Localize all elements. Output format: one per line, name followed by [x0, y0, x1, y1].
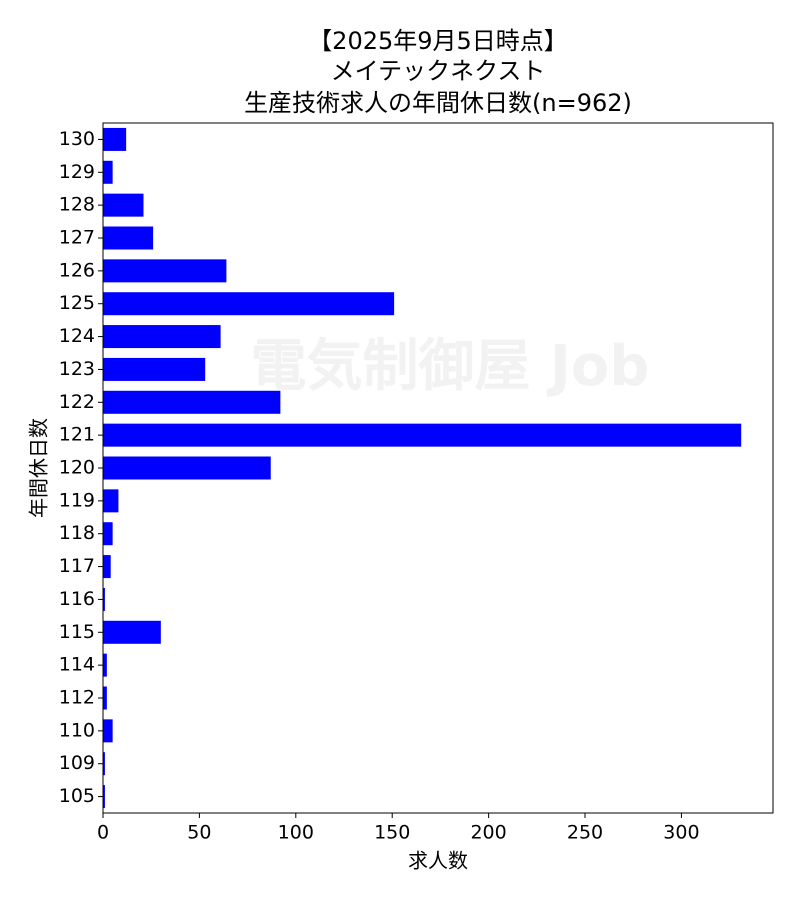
bar: [103, 357, 206, 381]
y-tick-label: 123: [59, 358, 95, 380]
y-tick-label: 110: [59, 719, 95, 741]
bar: [103, 489, 119, 513]
bar: [103, 226, 154, 250]
bar: [103, 456, 271, 480]
x-tick-label: 250: [567, 822, 603, 844]
y-tick-label: 116: [59, 588, 95, 610]
bar: [103, 587, 105, 611]
y-tick-label: 125: [59, 292, 95, 314]
bar: [103, 719, 113, 743]
y-axis-label: 年間休日数: [27, 418, 51, 518]
x-tick-label: 50: [187, 822, 211, 844]
y-tick-label: 122: [59, 391, 95, 413]
y-tick-label: 118: [59, 522, 95, 544]
bar: [103, 653, 107, 677]
bar: [103, 752, 105, 776]
bar: [103, 522, 113, 546]
bar: [103, 193, 144, 217]
bar: [103, 325, 221, 349]
bar: [103, 259, 227, 283]
y-tick-label: 105: [59, 785, 95, 807]
y-tick-label: 119: [59, 489, 95, 511]
bar: [103, 785, 105, 809]
chart-title: 生産技術求人の年間休日数(n=962): [244, 89, 632, 117]
plot-frame: [102, 122, 774, 814]
y-tick-label: 121: [59, 424, 95, 446]
y-tick-label: 115: [59, 621, 95, 643]
bar: [103, 292, 395, 316]
y-tick-label: 109: [59, 752, 95, 774]
watermark: 電気制御屋 Job: [251, 334, 650, 399]
chart-title: 【2025年9月5日時点】: [308, 27, 568, 55]
x-tick-label: 200: [470, 822, 506, 844]
y-tick-label: 128: [59, 194, 95, 216]
chart-title: メイテックネクスト: [331, 57, 546, 85]
bar: [103, 127, 127, 151]
x-tick-label: 150: [374, 822, 410, 844]
bar: [103, 620, 161, 644]
y-tick-label: 126: [59, 259, 95, 281]
y-tick-label: 130: [59, 128, 95, 150]
x-tick-label: 100: [278, 822, 314, 844]
y-tick-label: 117: [59, 555, 95, 577]
y-tick-label: 114: [59, 654, 95, 676]
x-tick-label: 300: [663, 822, 699, 844]
bar: [103, 686, 107, 710]
x-axis-label: 求人数: [408, 849, 468, 873]
y-tick-label: 120: [59, 457, 95, 479]
bar: [103, 423, 742, 447]
y-tick-label: 112: [59, 687, 95, 709]
bar: [103, 390, 281, 414]
y-tick-label: 129: [59, 161, 95, 183]
bar: [103, 555, 111, 579]
y-tick-label: 124: [59, 325, 95, 347]
bar: [103, 160, 113, 184]
x-tick-label: 0: [97, 822, 109, 844]
y-tick-label: 127: [59, 227, 95, 249]
